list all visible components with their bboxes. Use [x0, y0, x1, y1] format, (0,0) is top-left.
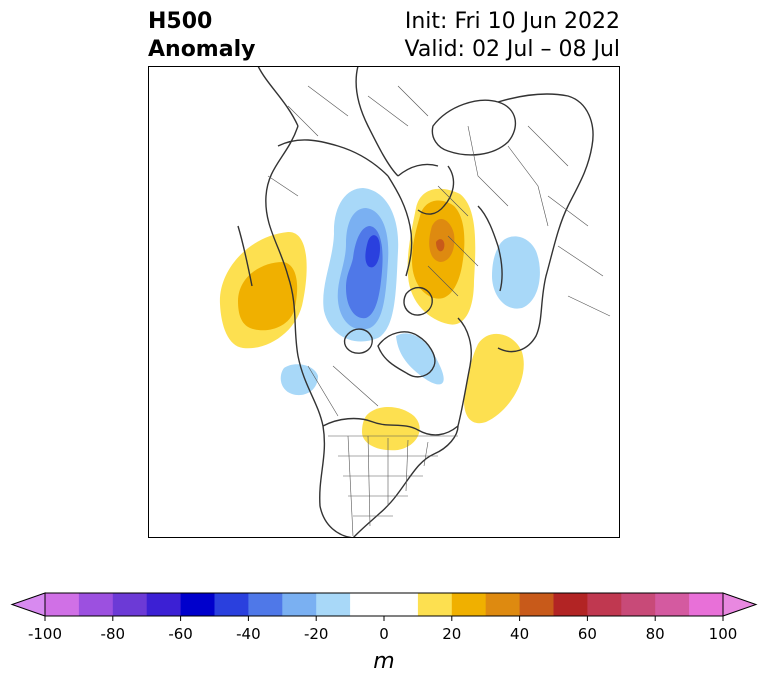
- coastlines: [237, 66, 594, 538]
- positive-anomaly-atlantic: [464, 333, 524, 424]
- colorbar-tick-label: 0: [379, 625, 389, 643]
- colorbar-tick-label: 80: [646, 625, 665, 643]
- colorbar-cell: [519, 593, 554, 616]
- colorbar-tick-label: -80: [101, 625, 126, 643]
- colorbar-cell: [587, 593, 622, 616]
- political-borders: [267, 85, 611, 537]
- colorbar-cell: [112, 593, 148, 616]
- colorbar-tick-label: 60: [578, 625, 597, 643]
- positive-anomaly-great-lakes: [362, 407, 420, 451]
- negative-anomaly-siberia: [492, 236, 540, 309]
- init-date-label: Init: Fri 10 Jun 2022: [404, 9, 620, 34]
- anomaly-map: [148, 66, 620, 538]
- colorbar-cell: [655, 593, 690, 616]
- map-title: H500 Anomaly: [148, 8, 255, 64]
- colorbar-cell: [78, 593, 114, 616]
- colorbar-cell: [384, 593, 419, 616]
- positive-anomaly-west: [219, 231, 307, 349]
- colorbar-cell: [689, 593, 724, 616]
- colorbar-ticks: -100 -80 -60 -40 -20 0 20 40 60 80 100: [28, 616, 737, 643]
- colorbar-cell: [282, 593, 317, 616]
- colorbar-tick-label: -60: [168, 625, 193, 643]
- map-frame: [148, 66, 620, 538]
- colorbar-cell: [621, 593, 656, 616]
- title-line-2: Anomaly: [148, 37, 256, 62]
- colorbar-cell: [316, 593, 351, 616]
- colorbar-cell: [417, 593, 453, 616]
- valid-date-label: Valid: 02 Jul – 08 Jul: [404, 37, 620, 62]
- colorbar-tick-label: -20: [304, 625, 329, 643]
- colorbar: -100 -80 -60 -40 -20 0 20 40 60 80 100 m: [10, 592, 758, 674]
- colorbar-cell: [451, 593, 487, 616]
- colorbar-tick-label: -100: [28, 625, 62, 643]
- colorbar-tick-label: 20: [442, 625, 461, 643]
- negative-anomaly-pole: [323, 188, 399, 342]
- colorbar-cell: [248, 593, 283, 616]
- colorbar-tick-label: 100: [709, 625, 738, 643]
- colorbar-cell: [146, 593, 182, 616]
- colorbar-cell: [485, 593, 521, 616]
- positive-anomaly-eurasia: [407, 188, 476, 325]
- forecast-dates: Init: Fri 10 Jun 2022 Valid: 02 Jul – 08…: [405, 8, 620, 64]
- colorbar-cell: [180, 593, 215, 616]
- colorbar-tick-label: 40: [510, 625, 529, 643]
- colorbar-over-arrow: [722, 592, 758, 617]
- colorbar-cell: [553, 593, 588, 616]
- colorbar-cell: [45, 593, 80, 616]
- colorbar-tick-label: -40: [236, 625, 261, 643]
- title-line-1: H500: [148, 9, 213, 34]
- colorbar-cells: [45, 593, 724, 616]
- colorbar-cell: [214, 593, 249, 616]
- colorbar-under-arrow: [10, 592, 46, 617]
- colorbar-unit-label: m: [373, 649, 394, 674]
- colorbar-cell: [350, 593, 385, 616]
